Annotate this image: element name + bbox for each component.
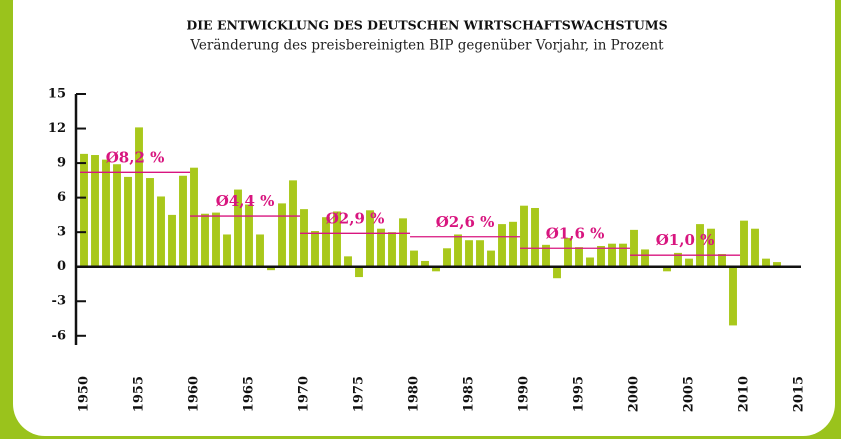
bar: [718, 254, 726, 267]
y-tick-label: 0: [57, 259, 66, 274]
bar: [201, 213, 209, 267]
bar: [641, 249, 649, 267]
bar: [333, 211, 341, 267]
bar: [146, 178, 154, 267]
x-tick-label: 1965: [242, 376, 257, 412]
bar: [619, 243, 627, 267]
bar: [586, 257, 594, 267]
bar: [630, 229, 638, 267]
x-tick-label: 1980: [407, 376, 422, 412]
bar: [443, 248, 451, 267]
chart-title: DIE ENTWICKLUNG DES DEUTSCHEN WIRTSCHAFT…: [186, 18, 667, 33]
bar: [454, 234, 462, 267]
x-tick-label: 1975: [352, 376, 367, 412]
bar: [509, 221, 517, 267]
x-tick-label: 1960: [187, 376, 202, 412]
bar: [729, 266, 737, 326]
bar: [355, 266, 363, 278]
bar: [740, 220, 748, 267]
bar: [344, 256, 352, 267]
bar: [179, 175, 187, 267]
bar: [80, 153, 88, 267]
bar: [520, 205, 528, 267]
bar: [377, 228, 385, 267]
bar: [696, 224, 704, 267]
bar: [575, 247, 583, 267]
bar: [113, 164, 121, 267]
bar: [124, 176, 132, 267]
y-tick-label: 15: [48, 87, 66, 102]
x-tick-label: 1955: [132, 376, 147, 412]
bar: [707, 228, 715, 267]
bar: [190, 167, 198, 267]
bar: [410, 250, 418, 267]
bar: [388, 232, 396, 267]
bar: [553, 266, 561, 279]
x-tick-label: 2000: [627, 376, 642, 412]
bar: [399, 218, 407, 267]
bar: [663, 266, 671, 272]
y-tick-label: 9: [57, 156, 66, 171]
bar: [674, 252, 682, 267]
x-tick-label: 1950: [77, 376, 92, 412]
bar: [223, 234, 231, 267]
x-tick-label: 1995: [572, 376, 587, 412]
bar: [168, 214, 176, 267]
panel: [13, 0, 835, 436]
x-tick-label: 2015: [792, 376, 807, 412]
bar: [476, 240, 484, 267]
average-label: Ø2,6 %: [436, 213, 495, 231]
average-label: Ø2,9 %: [326, 209, 385, 227]
average-label: Ø1,6 %: [546, 224, 605, 242]
bar: [751, 228, 759, 267]
bar: [267, 266, 275, 271]
bar: [542, 244, 550, 267]
y-tick-label: 3: [57, 225, 66, 240]
average-label: Ø1,0 %: [656, 231, 715, 249]
bar: [256, 234, 264, 267]
y-tick-label: -6: [52, 328, 66, 343]
bar: [234, 189, 242, 267]
bar: [498, 224, 506, 267]
x-tick-label: 1990: [517, 376, 532, 412]
bar: [608, 243, 616, 267]
x-tick-label: 1970: [297, 376, 312, 412]
y-tick-label: 12: [48, 121, 66, 136]
bar: [465, 240, 473, 267]
bar: [597, 245, 605, 267]
bar: [135, 127, 143, 267]
bar: [432, 266, 440, 272]
bar: [311, 231, 319, 267]
bar: [487, 250, 495, 267]
bar: [773, 262, 781, 267]
x-tick-label: 2010: [737, 376, 752, 412]
bar: [531, 207, 539, 267]
x-tick-label: 2005: [682, 376, 697, 412]
x-tick-label: 1985: [462, 376, 477, 412]
bar: [157, 196, 165, 267]
average-label: Ø8,2 %: [106, 148, 165, 166]
bar: [564, 237, 572, 267]
bar: [300, 209, 308, 267]
bar: [102, 159, 110, 267]
bar: [685, 258, 693, 267]
bar: [322, 217, 330, 267]
bar: [762, 258, 770, 267]
y-tick-label: -3: [52, 294, 66, 309]
bar: [421, 260, 429, 267]
bar: [278, 203, 286, 267]
y-tick-label: 6: [57, 190, 66, 205]
bar: [245, 204, 253, 267]
bar: [366, 210, 374, 267]
bar: [91, 155, 99, 267]
average-label: Ø4,4 %: [216, 192, 275, 210]
bar: [212, 212, 220, 267]
bar: [289, 180, 297, 267]
chart-subtitle: Veränderung des preisbereinigten BIP geg…: [189, 38, 664, 54]
